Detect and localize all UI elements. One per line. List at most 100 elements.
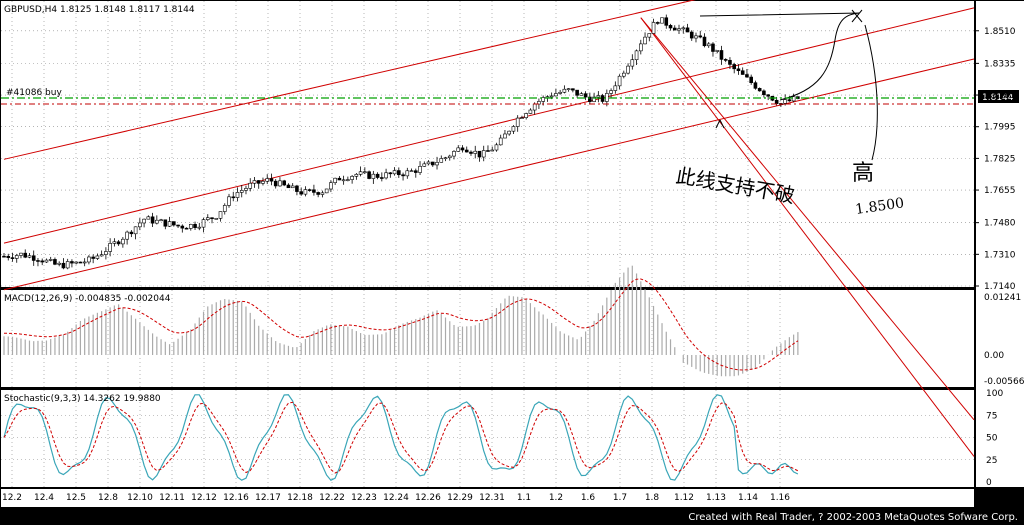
candle-body — [711, 43, 715, 52]
price-tick-label: 1.7995 — [984, 123, 1016, 133]
candle-body — [494, 144, 499, 151]
price-tick-label: 1.8335 — [984, 59, 1016, 69]
support-arrow — [715, 119, 725, 129]
candle-body — [307, 189, 312, 191]
candle-body — [252, 180, 257, 184]
vertical-arrow-line — [864, 24, 878, 161]
candle-body — [579, 93, 584, 96]
candle-body — [2, 255, 6, 258]
price-tick-label: 1.8165 — [984, 91, 1016, 101]
candle-body — [554, 93, 558, 97]
candle-body — [401, 174, 405, 177]
candle-body — [324, 188, 329, 194]
candle-body — [443, 157, 448, 160]
candle-body — [571, 88, 575, 91]
candle-body — [638, 43, 643, 52]
candle-body — [592, 96, 596, 102]
candle-body — [566, 88, 571, 90]
candle-body — [197, 226, 202, 229]
candle-body — [48, 259, 53, 261]
candle-body — [558, 91, 562, 94]
price-tick-label: 1.7825 — [984, 154, 1016, 164]
time-tick-label: 12.10 — [127, 493, 153, 503]
candle-body — [74, 261, 78, 264]
candle-body — [706, 43, 711, 47]
macd-label: MACD(12,26,9) -0.004835 -0.002044 — [4, 294, 171, 304]
candle-body — [354, 173, 359, 177]
candle-body — [282, 180, 286, 186]
candle-body — [575, 89, 579, 96]
macd-series — [3, 265, 799, 377]
hand-drawn-annotations — [699, 9, 878, 161]
candle-body — [116, 241, 121, 245]
candles — [2, 14, 800, 270]
candle-body — [583, 93, 588, 98]
candle-body — [133, 226, 138, 235]
candle-body — [380, 177, 384, 179]
candle-body — [617, 75, 622, 87]
candle-body — [728, 59, 732, 65]
candle-body — [677, 28, 681, 31]
candle-body — [588, 96, 592, 102]
candle-body — [503, 133, 507, 139]
candle-body — [422, 163, 427, 167]
candle-body — [464, 149, 469, 153]
candle-body — [447, 155, 452, 159]
candle-body — [749, 76, 753, 83]
candle-body — [214, 218, 219, 220]
time-tick-label: 1.6 — [581, 493, 596, 503]
time-tick-label: 1.7 — [613, 493, 627, 503]
candle-body — [439, 158, 444, 163]
candle-body — [596, 95, 601, 98]
candle-body — [473, 150, 478, 154]
symbol-line: GBPUSD,H4 1.8125 1.8148 1.8117 1.8144 — [4, 5, 195, 15]
footer-credit: Created with Real Trader, ? 2002-2003 Me… — [688, 512, 1018, 523]
candle-body — [172, 221, 176, 226]
candle-body — [375, 173, 380, 178]
candle-body — [740, 70, 745, 75]
time-tick-label: 1.8 — [645, 493, 660, 503]
candle-body — [486, 150, 490, 152]
candle-body — [660, 17, 664, 24]
candle-body — [99, 254, 104, 257]
time-tick-label: 12.11 — [159, 493, 185, 503]
stochastic-tick-label: 100 — [986, 389, 1003, 399]
candle-body — [188, 223, 193, 229]
order-label: #41086 buy — [6, 88, 62, 98]
candle-body — [290, 185, 295, 189]
macd-signal-line — [4, 278, 799, 371]
time-tick-label: 12.5 — [66, 493, 86, 503]
time-tick-label: 12.31 — [479, 493, 505, 503]
time-tick-label: 1.14 — [738, 493, 758, 503]
candle-body — [757, 88, 762, 92]
candle-body — [430, 161, 435, 166]
candle-body — [622, 72, 626, 77]
candle-body — [261, 180, 265, 184]
candle-body — [409, 170, 414, 173]
candle-body — [715, 50, 720, 52]
candle-body — [31, 255, 36, 261]
candle-body — [524, 113, 528, 118]
candle-body — [469, 151, 473, 154]
candle-body — [227, 196, 231, 206]
candle-body — [273, 180, 278, 187]
price-panel — [1, 1, 974, 287]
time-tick-label: 1.12 — [674, 493, 694, 503]
candle-body — [184, 227, 189, 230]
candle-body — [316, 192, 320, 195]
price-tick-label: 1.7140 — [984, 282, 1016, 292]
candle-body — [626, 65, 630, 74]
time-tick-label: 1.16 — [770, 493, 790, 503]
candle-body — [239, 190, 244, 193]
channel-line-down-2 — [640, 17, 975, 457]
candle-body — [269, 178, 274, 182]
candle-body — [312, 189, 316, 193]
candle-body — [125, 231, 129, 240]
candle-body — [180, 225, 185, 229]
candle-body — [783, 99, 787, 104]
candle-body — [643, 36, 647, 45]
candle-body — [634, 50, 639, 61]
time-tick-label: 12.18 — [287, 493, 313, 503]
candle-body — [210, 217, 214, 220]
candle-body — [341, 179, 346, 182]
